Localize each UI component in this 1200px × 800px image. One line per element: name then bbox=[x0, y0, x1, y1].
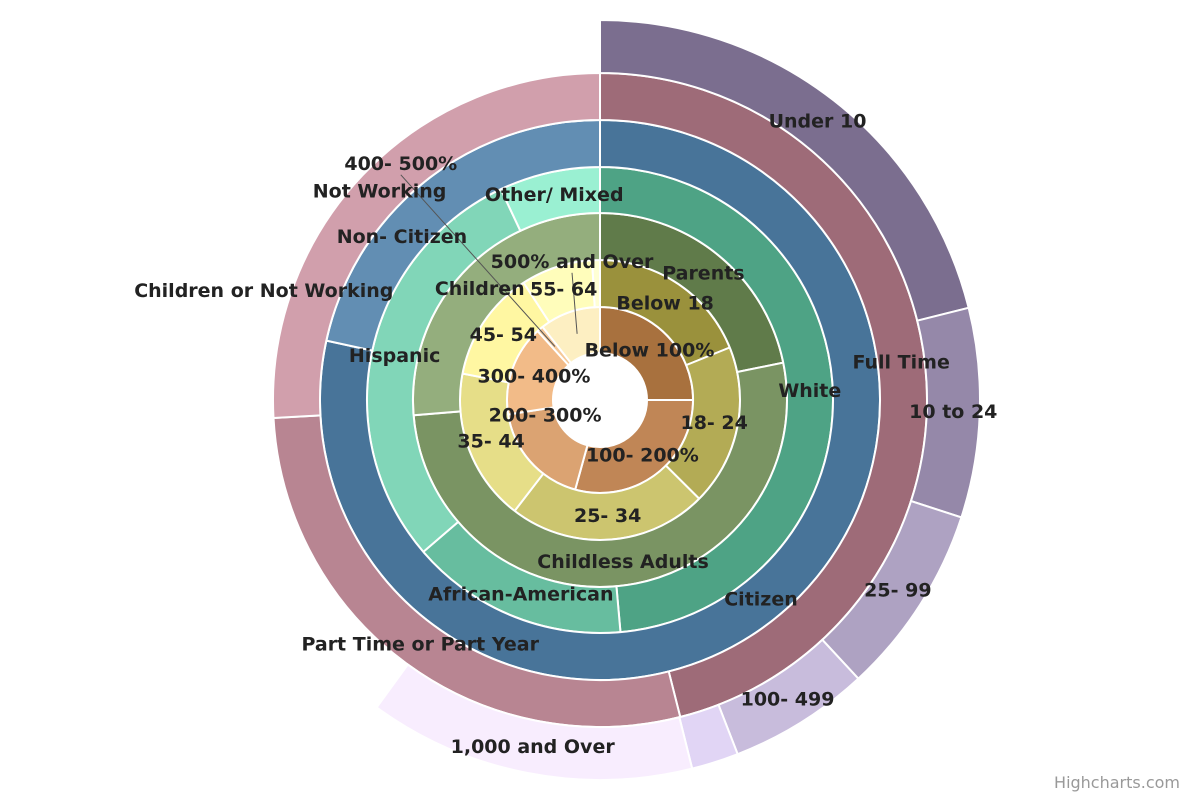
label-connector-line bbox=[400, 174, 556, 347]
slice-label: Children bbox=[435, 278, 525, 300]
slice-label: 300- 400% bbox=[478, 366, 591, 388]
slice-label: 10 to 24 bbox=[909, 401, 997, 423]
slice-label: Parents bbox=[662, 262, 744, 284]
pie-slice[interactable] bbox=[375, 663, 694, 781]
slice-label: 400- 500% bbox=[344, 153, 457, 175]
slice-label: 100- 499 bbox=[741, 689, 835, 711]
slice-label: Hispanic bbox=[349, 345, 440, 367]
slice-label: 55- 64 bbox=[530, 278, 597, 300]
slice-label: 18- 24 bbox=[680, 412, 747, 434]
slice-label: Citizen bbox=[724, 589, 798, 611]
slice-label: Children or Not Working bbox=[134, 280, 393, 302]
slice-label: Below 18 bbox=[616, 292, 714, 314]
slice-label: 200- 300% bbox=[489, 404, 602, 426]
slice-label: Under 10 bbox=[769, 110, 867, 132]
slice-label: African-American bbox=[428, 584, 613, 606]
slice-label: 1,000 and Over bbox=[451, 736, 616, 758]
slice-label: Part Time or Part Year bbox=[301, 634, 539, 656]
slice-label: Below 100% bbox=[585, 340, 715, 362]
slice-label: 500% and Over bbox=[491, 251, 654, 273]
slice-label: 25- 34 bbox=[574, 505, 641, 527]
slice-label: 25- 99 bbox=[864, 579, 931, 601]
slice-label: Full Time bbox=[852, 351, 949, 373]
slice-label: Childless Adults bbox=[537, 551, 708, 573]
slice-label: White bbox=[778, 380, 841, 402]
slice-label: 35- 44 bbox=[457, 430, 524, 452]
highcharts-credit-link[interactable]: Highcharts.com bbox=[1054, 773, 1180, 792]
slice-label: 45- 54 bbox=[470, 324, 537, 346]
label-connector-line bbox=[571, 272, 578, 334]
slice-label: Not Working bbox=[313, 180, 447, 202]
slice-label: Other/ Mixed bbox=[485, 184, 624, 206]
slice-label: 100- 200% bbox=[586, 445, 699, 467]
slice-label: Non- Citizen bbox=[337, 226, 468, 248]
